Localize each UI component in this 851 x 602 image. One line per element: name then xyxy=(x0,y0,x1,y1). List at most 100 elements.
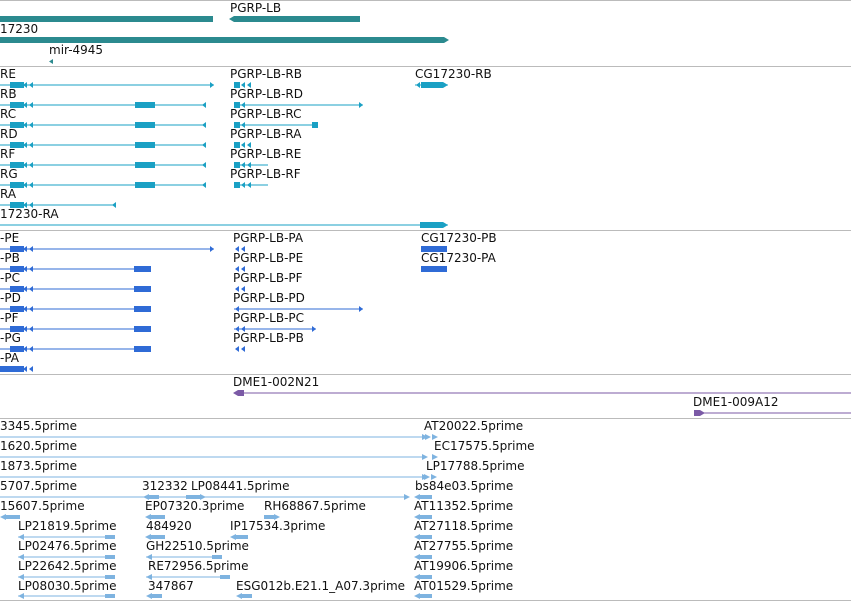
est-glyph[interactable] xyxy=(414,514,432,520)
est-glyph[interactable] xyxy=(145,514,165,520)
est-glyph[interactable] xyxy=(0,514,20,520)
protein-label[interactable]: PGRP-LB-PD xyxy=(233,291,305,305)
est-glyph[interactable] xyxy=(186,494,206,500)
est-glyph[interactable] xyxy=(146,593,162,599)
transcript-glyph[interactable] xyxy=(0,202,116,208)
transcript-label[interactable]: PGRP-LB-RF xyxy=(230,167,301,181)
transcript-label[interactable]: RB xyxy=(0,87,17,101)
protein-glyph[interactable] xyxy=(421,246,447,252)
transcript-label[interactable]: RE xyxy=(0,67,16,81)
est-label[interactable]: 312332 xyxy=(142,479,188,493)
protein-label[interactable]: PGRP-LB-PB xyxy=(233,331,304,345)
est-label[interactable]: RH68867.5prime xyxy=(264,499,366,513)
transcript-label[interactable]: RG xyxy=(0,167,18,181)
clone-label[interactable]: DME1-009A12 xyxy=(693,395,779,409)
est-label[interactable]: 5707.5prime xyxy=(0,479,77,493)
transcript-label[interactable]: RA xyxy=(0,187,17,201)
transcript-glyph[interactable] xyxy=(0,222,448,228)
est-label[interactable]: RE72956.5prime xyxy=(148,559,249,573)
transcript-label[interactable]: 17230-RA xyxy=(0,207,59,221)
est-label[interactable]: GH22510.5prime xyxy=(146,539,249,553)
protein-label[interactable]: -PF xyxy=(0,311,19,325)
mirna-glyph[interactable] xyxy=(49,59,53,64)
protein-label[interactable]: -PC xyxy=(0,271,20,285)
protein-label[interactable]: -PB xyxy=(0,251,20,265)
transcript-glyph[interactable] xyxy=(0,122,206,128)
est-glyph[interactable] xyxy=(18,534,115,540)
transcript-label[interactable]: RC xyxy=(0,107,17,121)
transcript-label[interactable]: RD xyxy=(0,127,18,141)
est-label[interactable]: 3345.5prime xyxy=(0,419,77,433)
transcript-label[interactable]: PGRP-LB-RB xyxy=(230,67,302,81)
gene-bar[interactable] xyxy=(234,16,360,22)
transcript-glyph[interactable] xyxy=(234,142,251,148)
est-label[interactable]: LP08441.5prime xyxy=(191,479,290,493)
est-label[interactable]: AT11352.5prime xyxy=(414,499,514,513)
est-glyph[interactable] xyxy=(414,593,432,599)
protein-glyph[interactable] xyxy=(0,366,33,372)
est-glyph[interactable] xyxy=(425,434,438,440)
protein-glyph[interactable] xyxy=(0,306,151,312)
transcript-glyph[interactable] xyxy=(0,82,214,88)
est-glyph[interactable] xyxy=(432,454,438,460)
transcript-glyph[interactable] xyxy=(234,162,268,168)
est-glyph[interactable] xyxy=(236,593,252,599)
est-glyph[interactable] xyxy=(230,534,248,540)
transcript-label[interactable]: RF xyxy=(0,147,16,161)
gene-bar[interactable] xyxy=(0,37,444,43)
est-label[interactable]: IP17534.3prime xyxy=(230,519,326,533)
protein-label[interactable]: PGRP-LB-PC xyxy=(233,311,305,325)
est-glyph[interactable] xyxy=(143,494,159,500)
transcript-label[interactable]: PGRP-LB-RD xyxy=(230,87,304,101)
gene-bar[interactable] xyxy=(0,16,213,22)
est-label[interactable]: EC17575.5prime xyxy=(434,439,535,453)
transcript-label[interactable]: PGRP-LB-RE xyxy=(230,147,302,161)
est-glyph[interactable] xyxy=(18,593,115,599)
clone-label[interactable]: DME1-002N21 xyxy=(233,375,320,389)
est-label[interactable]: AT27118.5prime xyxy=(414,519,514,533)
est-label[interactable]: 484920 xyxy=(146,519,192,533)
transcript-label[interactable]: CG17230-RB xyxy=(415,67,492,81)
est-glyph[interactable] xyxy=(264,514,280,520)
est-label[interactable]: LP22642.5prime xyxy=(18,559,117,573)
transcript-glyph[interactable] xyxy=(234,182,268,188)
protein-glyph[interactable] xyxy=(235,246,245,252)
est-glyph[interactable] xyxy=(0,454,428,460)
transcript-label[interactable]: PGRP-LB-RA xyxy=(230,127,302,141)
est-label[interactable]: AT01529.5prime xyxy=(414,579,514,593)
est-label[interactable]: AT20022.5prime xyxy=(424,419,524,433)
est-label[interactable]: ESG012b.E21.1_A07.3prime xyxy=(236,579,406,593)
est-glyph[interactable] xyxy=(145,534,165,540)
transcript-glyph[interactable] xyxy=(0,102,206,108)
protein-glyph[interactable] xyxy=(0,286,151,292)
est-label[interactable]: EP07320.3prime xyxy=(145,499,245,513)
protein-label[interactable]: -PD xyxy=(0,291,21,305)
transcript-glyph[interactable] xyxy=(234,102,363,108)
protein-glyph[interactable] xyxy=(234,306,363,312)
protein-label[interactable]: PGRP-LB-PE xyxy=(233,251,304,265)
est-glyph[interactable] xyxy=(18,574,115,580)
est-glyph[interactable] xyxy=(146,554,222,560)
transcript-glyph[interactable] xyxy=(0,162,206,168)
transcript-glyph[interactable] xyxy=(0,182,206,188)
protein-label[interactable]: PGRP-LB-PF xyxy=(233,271,303,285)
est-glyph[interactable] xyxy=(414,554,432,560)
protein-label[interactable]: CG17230-PB xyxy=(421,231,497,245)
est-glyph[interactable] xyxy=(414,494,432,500)
transcript-glyph[interactable] xyxy=(0,142,206,148)
est-glyph[interactable] xyxy=(414,574,432,580)
est-label[interactable]: 15607.5prime xyxy=(0,499,85,513)
protein-label[interactable]: PGRP-LB-PA xyxy=(233,231,304,245)
protein-label[interactable]: -PE xyxy=(0,231,20,245)
est-label[interactable]: LP17788.5prime xyxy=(426,459,525,473)
est-label[interactable]: LP21819.5prime xyxy=(18,519,117,533)
transcript-glyph[interactable] xyxy=(415,82,448,88)
est-label[interactable]: LP02476.5prime xyxy=(18,539,117,553)
protein-glyph[interactable] xyxy=(0,266,151,272)
est-label[interactable]: AT27755.5prime xyxy=(414,539,514,553)
gene-label[interactable]: mir-4945 xyxy=(49,43,104,57)
transcript-glyph[interactable] xyxy=(234,122,318,128)
est-label[interactable]: bs84e03.5prime xyxy=(415,479,514,493)
clone-glyph[interactable] xyxy=(233,390,851,396)
est-label[interactable]: LP08030.5prime xyxy=(18,579,117,593)
